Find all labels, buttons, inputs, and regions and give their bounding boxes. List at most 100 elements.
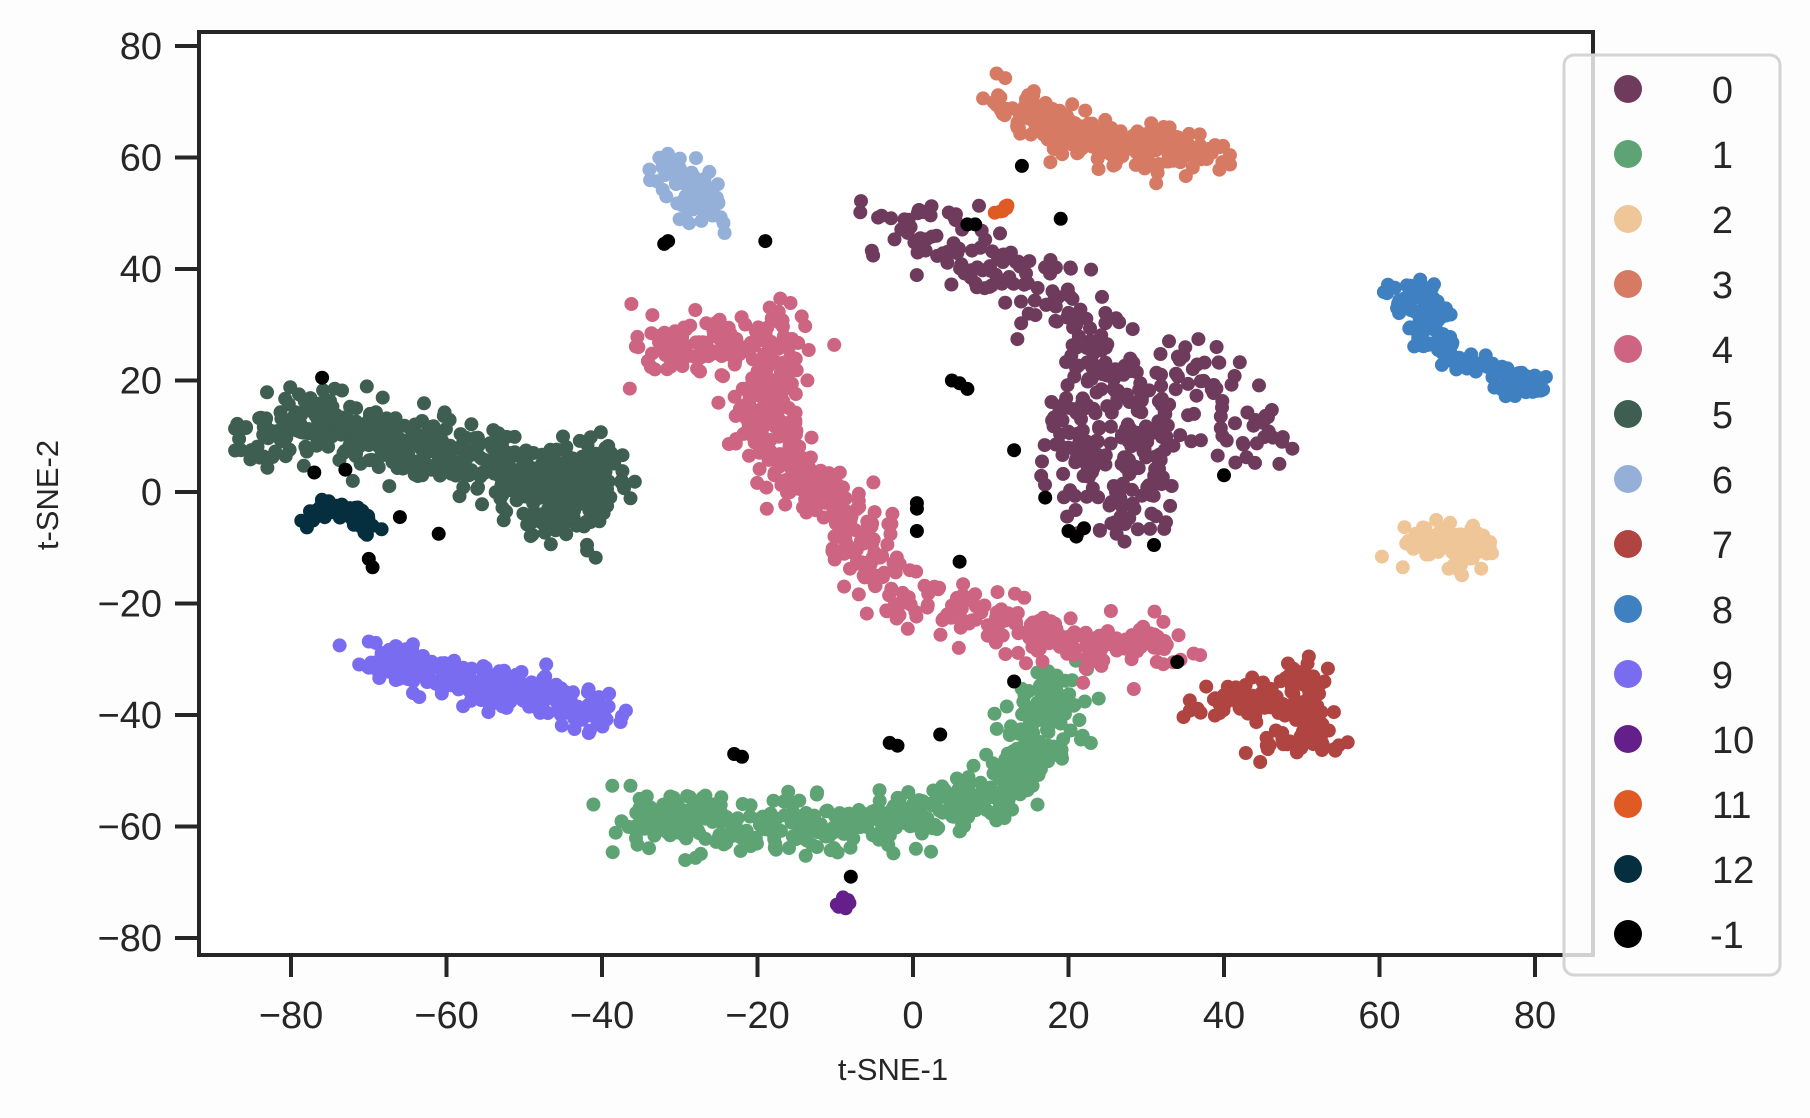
data-point <box>948 207 963 222</box>
data-point <box>1185 160 1200 175</box>
data-point <box>1320 661 1335 676</box>
data-point <box>1193 374 1208 389</box>
data-point <box>565 451 580 466</box>
data-point <box>933 627 948 642</box>
data-point <box>1133 426 1148 441</box>
data-point <box>539 657 554 672</box>
data-point <box>785 829 800 844</box>
data-point <box>752 445 767 460</box>
data-point <box>1035 654 1050 669</box>
data-point <box>1029 615 1044 630</box>
data-point <box>752 328 767 343</box>
data-point <box>230 416 245 431</box>
data-point <box>434 656 449 671</box>
data-point <box>1464 347 1479 362</box>
data-point <box>602 686 617 701</box>
y-tick-label: 60 <box>120 138 162 180</box>
cluster-5 <box>228 379 642 565</box>
legend-marker-icon <box>1614 335 1642 363</box>
data-point <box>570 699 585 714</box>
data-point <box>735 797 750 811</box>
data-point <box>1147 604 1162 619</box>
data-point <box>424 462 439 477</box>
data-point <box>998 647 1013 662</box>
data-point <box>530 691 545 706</box>
data-point <box>766 793 781 808</box>
data-point <box>1474 561 1489 576</box>
data-point <box>1087 357 1102 372</box>
data-point <box>344 417 359 432</box>
legend-label: 2 <box>1712 200 1733 242</box>
data-point <box>660 362 675 377</box>
x-axis-label: t-SNE-1 <box>838 1052 948 1087</box>
data-point <box>1278 708 1292 723</box>
data-point <box>692 177 707 192</box>
data-point <box>659 189 674 204</box>
data-point <box>865 828 880 843</box>
data-point <box>645 308 660 323</box>
data-point <box>774 356 789 371</box>
data-point <box>402 451 417 466</box>
data-point <box>1130 522 1145 537</box>
data-point <box>672 212 687 227</box>
y-tick-label: 20 <box>120 361 162 403</box>
data-point <box>1060 378 1075 393</box>
data-point <box>973 240 988 255</box>
data-point <box>952 554 967 569</box>
data-point <box>1007 443 1022 458</box>
data-point <box>623 491 638 506</box>
data-point <box>627 474 642 489</box>
data-point <box>1521 370 1536 384</box>
data-point <box>1081 116 1096 131</box>
data-point <box>534 515 549 530</box>
data-point <box>760 354 775 369</box>
data-point <box>1426 291 1441 306</box>
data-point <box>745 375 760 390</box>
cluster-noise <box>307 158 1231 884</box>
data-point <box>1014 294 1028 309</box>
data-point <box>798 319 813 334</box>
data-point <box>1124 439 1139 454</box>
data-point <box>261 431 276 446</box>
data-point <box>1123 364 1138 378</box>
data-point <box>1429 513 1444 527</box>
data-point <box>1166 153 1181 168</box>
data-point <box>1156 614 1171 629</box>
data-point <box>1016 784 1031 798</box>
data-point <box>345 473 360 488</box>
data-point <box>860 514 875 529</box>
data-point <box>1480 359 1495 374</box>
data-point <box>359 379 374 394</box>
data-point <box>615 709 629 724</box>
data-point <box>1014 158 1029 173</box>
legend-item-10: 10 <box>1614 720 1754 762</box>
data-point <box>296 458 311 473</box>
data-point <box>1181 376 1195 391</box>
data-point <box>655 160 670 175</box>
data-point <box>1103 604 1118 618</box>
data-point <box>382 479 397 494</box>
data-point <box>1464 543 1479 558</box>
data-point <box>1154 378 1169 393</box>
data-point <box>1007 674 1022 689</box>
data-point <box>1085 344 1099 359</box>
data-point <box>1058 673 1073 688</box>
data-point <box>561 491 575 506</box>
data-point <box>946 793 961 808</box>
data-point <box>581 726 596 741</box>
x-tick-label: −80 <box>259 995 323 1037</box>
data-point <box>915 826 929 841</box>
data-point <box>823 843 838 858</box>
data-point <box>1387 280 1402 295</box>
data-point <box>1425 305 1440 320</box>
data-point <box>891 810 906 825</box>
data-point <box>970 260 985 275</box>
data-point <box>886 846 901 861</box>
data-point <box>589 460 604 475</box>
data-point <box>1395 560 1410 575</box>
data-point <box>1159 400 1174 415</box>
legend-label: 5 <box>1712 395 1733 437</box>
legend-item-4: 4 <box>1614 330 1733 372</box>
